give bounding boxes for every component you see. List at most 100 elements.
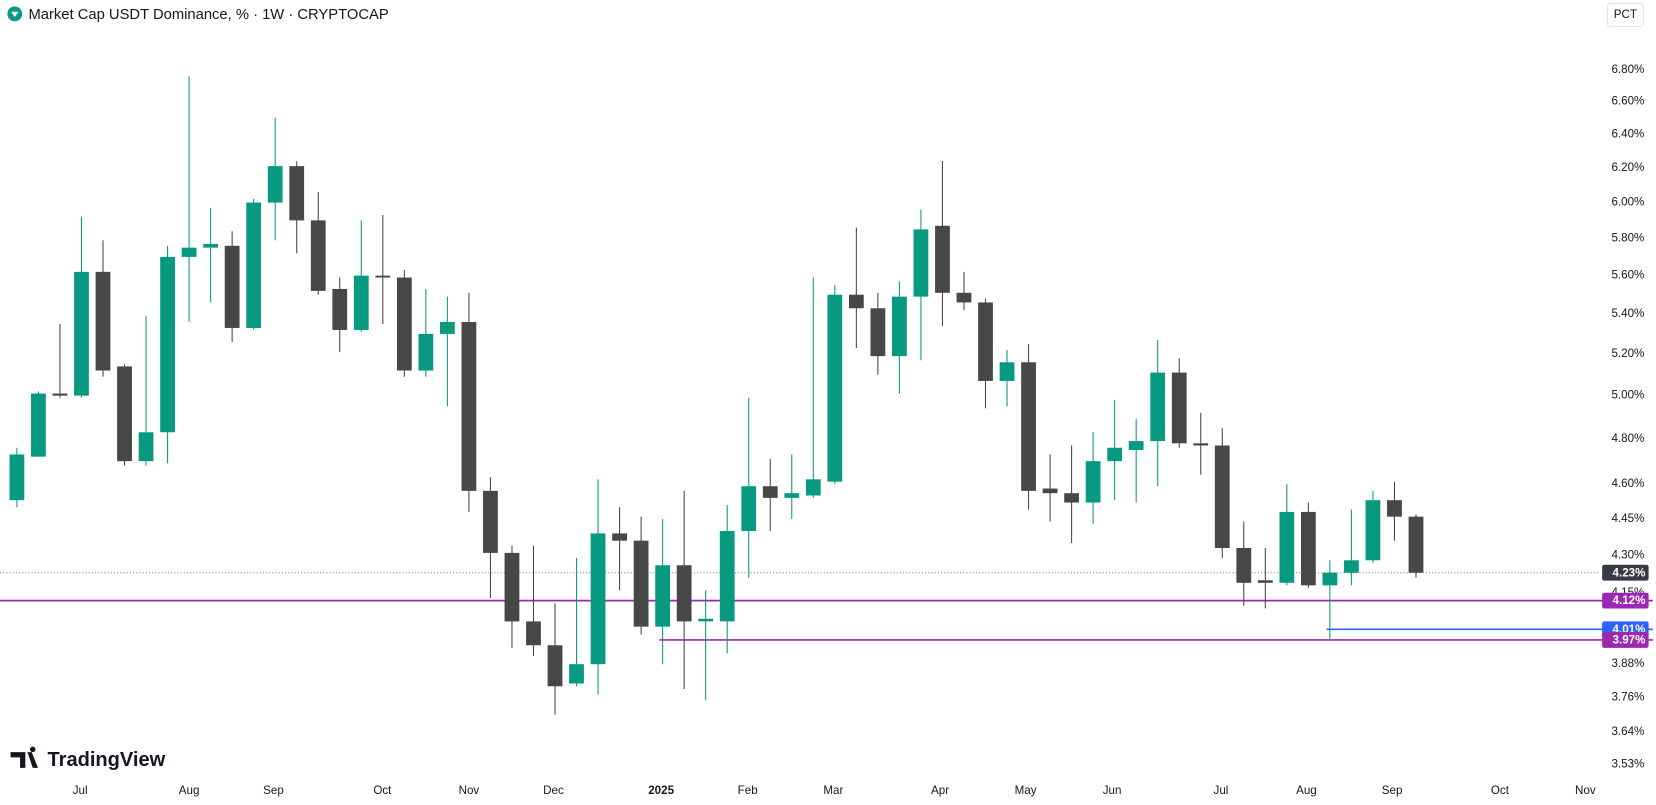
candle-body [698, 618, 714, 622]
y-tick-label: 5.00% [1611, 389, 1644, 402]
candle-body [310, 220, 326, 291]
y-tick-label: 4.30% [1611, 548, 1644, 561]
candle-body [784, 493, 800, 498]
candle-body [1214, 445, 1230, 548]
candle-body [999, 362, 1015, 381]
price-label: 4.12% [1613, 594, 1647, 607]
y-tick-label: 5.40% [1611, 307, 1644, 320]
candle-body [439, 322, 455, 334]
price-label-box [1602, 564, 1649, 581]
x-tick-label: Sep [263, 784, 284, 797]
candle-body [1322, 572, 1338, 586]
y-tick-label: 4.80% [1611, 432, 1644, 445]
y-tick-label: 3.76% [1611, 691, 1644, 704]
header: Market Cap USDT Dominance, % · 1W · CRYP… [7, 6, 389, 23]
y-tick-label: 6.80% [1611, 63, 1644, 76]
candle-body [504, 552, 520, 622]
symbol-icon-glyph [11, 11, 19, 18]
watermark: TradingView [10, 746, 166, 771]
scale-button-label[interactable]: PCT [1614, 8, 1637, 21]
candle-body [827, 294, 843, 482]
candle-body [181, 247, 197, 257]
candle-body [870, 308, 886, 357]
x-tick-label: Nov [1575, 784, 1596, 797]
x-tick-label: Oct [373, 784, 392, 797]
candle-body [1042, 488, 1058, 494]
y-tick-label: 6.00% [1611, 196, 1644, 209]
candle-body [1085, 461, 1101, 503]
candle-body [526, 621, 541, 646]
candle-body [1365, 500, 1381, 561]
x-tick-label: May [1015, 784, 1037, 797]
price-label-box [1602, 592, 1649, 609]
y-tick-label: 3.53% [1611, 757, 1644, 770]
x-tick-label: Aug [1296, 784, 1317, 797]
candles [9, 76, 1424, 715]
x-tick-label: Mar [823, 784, 843, 797]
candle-body [289, 166, 305, 221]
candle-body [848, 294, 864, 309]
candle-body [956, 292, 972, 303]
candle-body [612, 533, 627, 541]
candle-body [1193, 443, 1209, 446]
x-tick-label: Jun [1103, 784, 1122, 797]
candle-body [52, 393, 68, 396]
candle-body [590, 533, 606, 665]
x-tick-label: Apr [931, 784, 949, 797]
x-tick-label: Sep [1382, 784, 1403, 797]
candle-body [1279, 511, 1295, 583]
y-tick-label: 5.20% [1611, 347, 1644, 360]
candle-body [655, 565, 671, 627]
candle-body [1300, 511, 1316, 586]
candle-body [418, 333, 434, 371]
candle-body [913, 229, 929, 297]
candle-body [461, 322, 477, 491]
candle-body [1064, 493, 1079, 503]
candle-body [762, 486, 778, 498]
candle-body [978, 302, 993, 381]
candle-body [1171, 372, 1187, 444]
candle-body [375, 275, 391, 278]
candle-body [332, 288, 348, 330]
candle-body [1150, 372, 1166, 442]
candle-body [1128, 441, 1144, 450]
y-tick-label: 5.80% [1611, 232, 1644, 245]
y-tick-label: 6.40% [1611, 127, 1644, 140]
candle-body [1107, 447, 1123, 462]
candle-body [1257, 580, 1273, 583]
chart-title: Market Cap USDT Dominance, % · 1W · CRYP… [29, 7, 389, 23]
y-tick-label: 5.60% [1611, 269, 1644, 282]
scale-button-group[interactable]: PCT [1606, 2, 1644, 28]
price-label-box [1602, 631, 1649, 648]
x-tick-label: Jul [73, 784, 88, 797]
candle-body [719, 531, 735, 622]
x-tick-label: Aug [179, 784, 200, 797]
x-tick-label: 2025 [648, 784, 674, 797]
price-label: 4.23% [1613, 566, 1647, 579]
candle-body [805, 479, 821, 496]
x-tick-label: Dec [543, 784, 564, 797]
candle-body [9, 454, 25, 501]
candle-body [138, 432, 154, 462]
x-tick-label: Oct [1491, 784, 1510, 797]
candle-body [1236, 547, 1252, 583]
candle-body [892, 296, 907, 357]
scale-button[interactable] [1606, 2, 1644, 28]
y-tick-label: 6.60% [1611, 95, 1644, 108]
candle-body [396, 277, 412, 371]
candle-body [1344, 560, 1359, 573]
candle-body [224, 245, 240, 328]
candle-body [31, 393, 46, 457]
candle-body [267, 166, 283, 203]
candle-body [160, 256, 175, 433]
x-tick-label: Feb [738, 784, 758, 797]
candle-body [1408, 516, 1424, 573]
candle-body [1387, 500, 1402, 517]
candle-body [95, 271, 111, 371]
watermark-text: TradingView [48, 749, 166, 771]
y-tick-label: 4.60% [1611, 477, 1644, 490]
candle-body [633, 540, 649, 627]
candle-body [1021, 362, 1036, 491]
x-tick-label: Nov [459, 784, 480, 797]
